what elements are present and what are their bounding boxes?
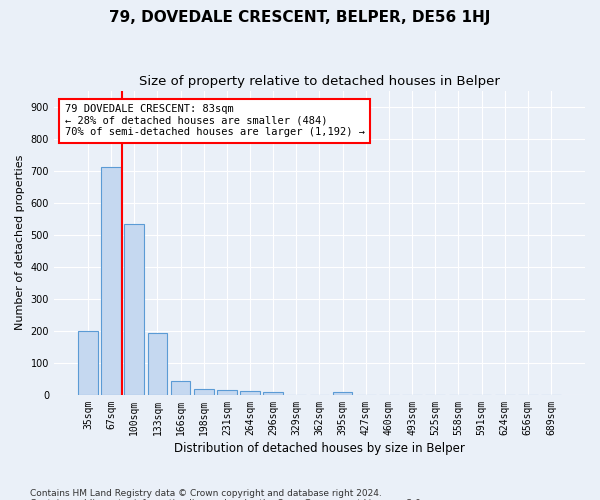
Bar (124, 224, 144, 395)
Bar (263, 392, 283, 395)
Text: 79 DOVEDALE CRESCENT: 83sqm
← 28% of detached houses are smaller (484)
70% of se: 79 DOVEDALE CRESCENT: 83sqm ← 28% of det… (65, 104, 365, 138)
Bar (194, 389, 214, 395)
Bar (217, 390, 236, 395)
Y-axis label: Number of detached properties: Number of detached properties (15, 155, 25, 330)
X-axis label: Distribution of detached houses by size in Belper: Distribution of detached houses by size … (174, 442, 465, 455)
Title: Size of property relative to detached houses in Belper: Size of property relative to detached ho… (139, 75, 500, 88)
Bar (240, 391, 260, 395)
Bar (148, 334, 167, 395)
Bar (101, 168, 121, 395)
Bar (78, 331, 98, 395)
Text: Contains HM Land Registry data © Crown copyright and database right 2024.: Contains HM Land Registry data © Crown c… (30, 488, 382, 498)
Text: Contains public sector information licensed under the Open Government Licence v3: Contains public sector information licen… (30, 498, 424, 500)
Bar (333, 392, 352, 395)
Bar (170, 382, 190, 395)
Text: 79, DOVEDALE CRESCENT, BELPER, DE56 1HJ: 79, DOVEDALE CRESCENT, BELPER, DE56 1HJ (109, 10, 491, 25)
